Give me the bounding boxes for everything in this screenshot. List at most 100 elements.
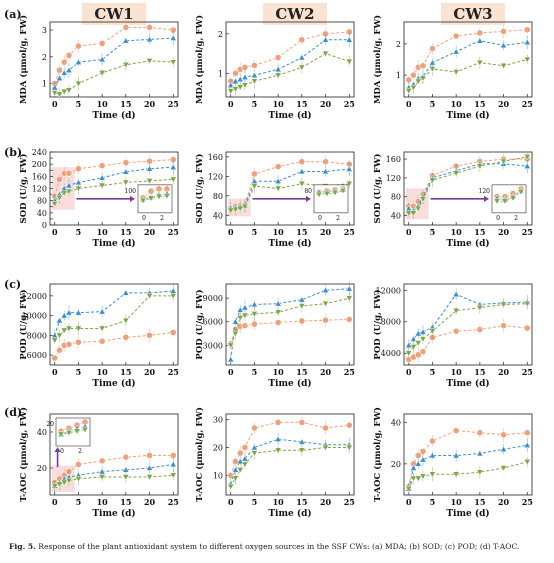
inset-x-label: 2 — [336, 215, 340, 222]
series-line-0 — [230, 318, 350, 344]
inset-x-label: 0 — [142, 215, 146, 222]
plot-frame — [225, 21, 355, 98]
x-axis-label: Time (d) — [446, 238, 489, 249]
data-point — [274, 435, 282, 442]
y-tick-label: 20 — [391, 460, 401, 469]
x-tick-label: 5 — [76, 99, 82, 109]
data-point — [98, 337, 106, 345]
series-line-0 — [230, 421, 350, 476]
inset-x-label: 0 — [60, 448, 64, 455]
x-tick-label: 15 — [474, 367, 485, 377]
data-point — [452, 451, 460, 459]
data-point — [298, 303, 306, 310]
data-point — [55, 194, 64, 202]
data-point — [236, 467, 244, 474]
data-point — [146, 293, 154, 300]
data-point — [452, 48, 460, 55]
y-tick-label: 160 — [386, 155, 401, 164]
x-tick-label: 15 — [120, 367, 131, 377]
series-line-0 — [54, 26, 174, 84]
series-line-1 — [408, 293, 528, 346]
data-point — [452, 471, 460, 478]
data-point — [98, 457, 106, 465]
inset-x-label: 0 — [496, 215, 500, 222]
data-point — [55, 91, 64, 98]
x-axis-label: Time (d) — [446, 110, 489, 121]
data-point — [452, 32, 460, 40]
x-tick-label: 5 — [252, 99, 258, 109]
series-line-2 — [230, 447, 350, 487]
data-point — [414, 475, 422, 482]
x-tick-label: 0 — [406, 227, 412, 237]
data-point — [231, 86, 240, 93]
x-tick-label: 15 — [296, 99, 307, 109]
data-point — [236, 306, 244, 313]
row-tag-b: (b) — [4, 146, 23, 159]
x-tick-label: 0 — [228, 99, 234, 109]
data-point — [227, 483, 235, 491]
data-point — [405, 210, 413, 217]
data-point — [169, 460, 177, 468]
zoom-arrow-head — [484, 195, 489, 202]
data-point — [75, 338, 82, 346]
inset-y-label: 80 — [304, 188, 312, 195]
data-point — [452, 69, 460, 76]
series-line-2 — [54, 178, 174, 205]
data-point — [274, 309, 282, 316]
x-tick-label: 25 — [344, 367, 355, 377]
data-point — [414, 205, 422, 213]
inset-point — [323, 190, 331, 198]
data-point — [146, 474, 154, 481]
data-point — [523, 459, 531, 466]
inset-line-2 — [318, 190, 344, 195]
column-header-cw1: CW1 — [82, 3, 146, 25]
data-point — [298, 158, 306, 166]
x-tick-label: 5 — [76, 367, 82, 377]
y-axis-label: MDA (μmol/g, FW) — [194, 15, 205, 104]
data-point — [419, 196, 427, 203]
x-tick-label: 5 — [76, 497, 82, 507]
data-point — [55, 332, 64, 339]
data-point — [322, 167, 330, 175]
y-axis-label: SOD (U/g, FW) — [372, 154, 383, 224]
inset-point — [139, 197, 147, 205]
x-axis-label: Time (d) — [268, 508, 311, 519]
zoom-arrow-head — [54, 447, 61, 452]
x-axis-label: Time (d) — [92, 238, 135, 249]
chart-panel-d2: 10 20 30 0 5 10 15 20 25 Time (d) T-AOC (μmol/g, F… — [194, 407, 355, 519]
x-tick-label: 5 — [430, 367, 436, 377]
data-point — [409, 210, 418, 217]
data-point — [414, 78, 422, 85]
data-point — [122, 159, 130, 167]
inset-point — [155, 193, 163, 201]
plot-frame — [225, 151, 355, 226]
chart-panel-c3: 4000 8000 12000 0 5 10 15 20 25 Time (d) POD (U/g,… — [372, 283, 533, 389]
y-tick-label: 30 — [213, 416, 223, 425]
series-line-2 — [408, 461, 528, 489]
zoom-arrow-head — [130, 195, 135, 202]
data-point — [232, 69, 239, 77]
data-point — [523, 429, 531, 437]
inset-point — [147, 195, 155, 202]
data-point — [65, 66, 73, 73]
x-tick-label: 10 — [451, 367, 463, 377]
data-point — [322, 36, 330, 43]
inset-point — [493, 198, 501, 205]
data-point — [414, 340, 422, 347]
data-point — [169, 176, 177, 183]
x-tick-label: 0 — [52, 99, 58, 109]
inset-point — [147, 187, 155, 195]
data-point — [251, 320, 258, 328]
y-tick-label: 1 — [218, 69, 223, 78]
row-tag-d: (d) — [4, 406, 23, 419]
x-tick-label: 0 — [228, 497, 234, 507]
inset-line-1 — [142, 193, 168, 200]
data-point — [56, 346, 63, 354]
y-tick-label: 12000 — [22, 292, 47, 301]
zoom-arrow-head — [306, 195, 311, 202]
x-axis-label: Time (d) — [268, 238, 311, 249]
data-point — [98, 325, 106, 333]
